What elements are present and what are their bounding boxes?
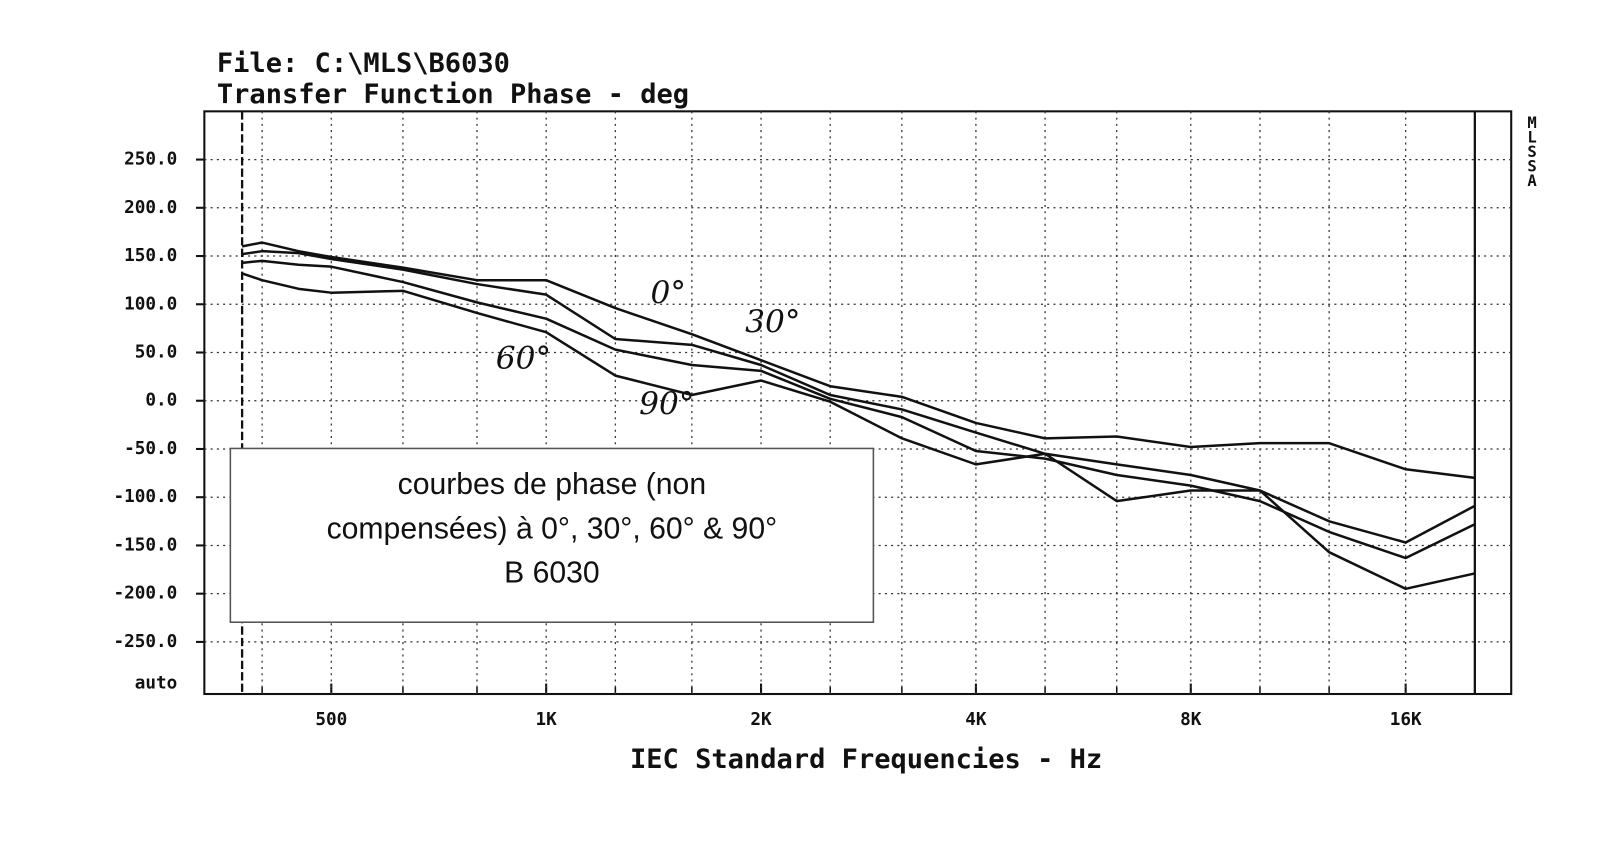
- y-tick-label: -50.0: [124, 439, 177, 459]
- chart-subtitle: Transfer Function Phase - deg: [217, 79, 689, 110]
- series-label: 60°: [496, 341, 551, 377]
- x-tick-label: 2K: [750, 710, 772, 730]
- series-line: [241, 241, 1475, 480]
- x-axis-label: IEC Standard Frequencies - Hz: [630, 744, 1102, 775]
- y-tick-label: -200.0: [113, 584, 177, 604]
- series-label: 90°: [639, 386, 694, 422]
- x-tick-label: 4K: [965, 710, 987, 730]
- y-tick-label: 250.0: [124, 150, 177, 170]
- y-tick-label: -100.0: [113, 487, 177, 507]
- x-tick-label: 500: [315, 710, 347, 730]
- note-box: courbes de phase (non compensées) à 0°, …: [229, 447, 875, 623]
- y-tick-label: -250.0: [113, 632, 177, 652]
- plot-frame: [203, 110, 1513, 696]
- series-label: 30°: [745, 304, 800, 340]
- x-tick-label: 16K: [1390, 710, 1422, 730]
- note-line: courbes de phase (non: [398, 468, 706, 501]
- note-line: compensées) à 0°, 30°, 60° & 90°: [327, 513, 778, 546]
- x-tick-label: 8K: [1180, 710, 1202, 730]
- y-tick-label: 150.0: [124, 246, 177, 266]
- x-tick-label: 1K: [536, 710, 558, 730]
- series-label: 0°: [650, 275, 685, 311]
- y-tick-label: 50.0: [135, 343, 178, 363]
- note-frame: [229, 447, 875, 623]
- series-line: [241, 249, 1476, 544]
- y-tick-label: 200.0: [124, 198, 177, 218]
- series-line: [242, 259, 1476, 560]
- y-tick-label: 0.0: [145, 391, 177, 411]
- note-line: B 6030: [504, 556, 600, 589]
- plot-area: 250.0 200.0 150.0 100.0 50.0 0.0 -50.0 -100.0 -1…: [113, 111, 1512, 730]
- y-tick-label: 100.0: [124, 294, 177, 314]
- chart-title: File: C:\MLS\B6030: [217, 48, 510, 79]
- y-tick-label: -150.0: [113, 535, 177, 555]
- y-auto-label: auto: [135, 674, 178, 694]
- series-line: [241, 272, 1476, 591]
